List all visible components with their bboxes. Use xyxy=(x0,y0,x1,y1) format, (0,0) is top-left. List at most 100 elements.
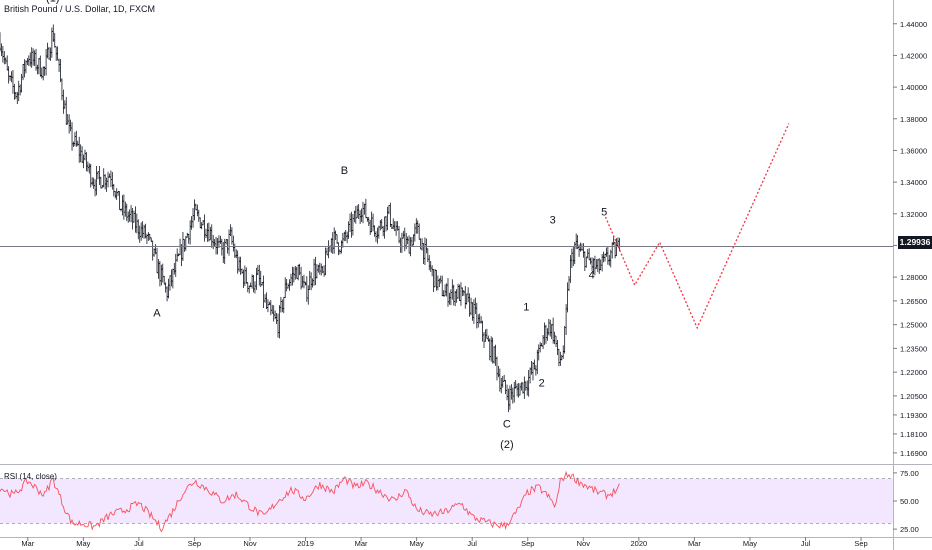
price-tick-label: 1.34000 xyxy=(900,178,927,187)
ohlc-bar xyxy=(269,300,273,316)
ohlc-bar xyxy=(167,278,170,299)
ohlc-bar xyxy=(281,299,284,313)
chart-title: British Pound / U.S. Dollar, 1D, FXCM xyxy=(4,4,156,14)
ohlc-bar xyxy=(27,55,31,66)
time-tick-label: May xyxy=(743,539,757,548)
ohlc-bar xyxy=(553,331,556,345)
ohlc-bar xyxy=(551,317,555,344)
time-tick-label: Jul xyxy=(134,539,144,548)
ohlc-bar xyxy=(393,221,396,232)
ohlc-bar xyxy=(413,223,417,242)
price-tick-label: 1.26500 xyxy=(900,297,927,306)
rsi-panel: 75.00 50.00 25.00 xyxy=(0,469,919,534)
ohlc-bar xyxy=(86,161,90,172)
price-tick-label: 1.16900 xyxy=(900,449,927,458)
ohlc-bar xyxy=(459,282,463,306)
ohlc-bar xyxy=(13,83,16,100)
ohlc-bar xyxy=(449,289,453,306)
time-tick-label: 2020 xyxy=(631,539,648,548)
ohlc-bar xyxy=(302,274,306,289)
ohlc-bar xyxy=(394,221,398,236)
ohlc-bar xyxy=(236,250,239,274)
ohlc-bar xyxy=(242,269,245,288)
time-axis[interactable]: Mar May Jul Sep Nov 2019 Mar May Jul Sep Nov 2020 Ma… xyxy=(21,537,868,548)
wave-label: (2) xyxy=(500,439,513,451)
price-tick-label: 1.28000 xyxy=(900,273,927,282)
ohlc-bar xyxy=(390,224,394,230)
ohlc-bar xyxy=(165,286,169,302)
ohlc-bar xyxy=(595,259,598,270)
ohlc-bar xyxy=(597,258,601,274)
ohlc-bar xyxy=(482,331,486,349)
rsi-band xyxy=(0,478,893,524)
ohlc-bar xyxy=(158,261,162,287)
ohlc-bar xyxy=(315,264,319,279)
ohlc-bar xyxy=(469,297,473,316)
ohlc-bar xyxy=(265,292,268,310)
ohlc-bar xyxy=(399,237,402,253)
ohlc-bar xyxy=(616,237,620,247)
ohlc-bar xyxy=(377,225,381,239)
ohlc-bar xyxy=(124,201,127,217)
ohlc-bar xyxy=(318,262,322,275)
ohlc-bar xyxy=(371,213,375,232)
last-price-badge: 1.29936 xyxy=(898,236,932,249)
ohlc-bar xyxy=(185,232,189,238)
ohlc-bars xyxy=(0,24,621,413)
ohlc-bar xyxy=(559,351,562,366)
time-tick-label: May xyxy=(410,539,424,548)
ohlc-bar xyxy=(66,114,70,125)
ohlc-bar xyxy=(67,114,71,134)
price-tick-label: 1.32000 xyxy=(900,210,927,219)
ohlc-bar xyxy=(206,223,209,242)
time-tick-label: Sep xyxy=(521,539,534,548)
ohlc-bar xyxy=(325,247,329,256)
ohlc-bar xyxy=(295,266,299,279)
ohlc-bar xyxy=(569,255,572,283)
ohlc-bar xyxy=(386,206,389,231)
ohlc-bar xyxy=(172,262,176,275)
ohlc-bar xyxy=(583,251,587,272)
price-tick-label: 1.22000 xyxy=(900,368,927,377)
ohlc-bar xyxy=(344,230,348,241)
ohlc-bar xyxy=(136,219,140,240)
ohlc-bar xyxy=(64,96,68,125)
rsi-tick-label: 50.00 xyxy=(900,497,919,506)
ohlc-bar xyxy=(331,232,335,254)
price-tick-label: 1.40000 xyxy=(900,83,927,92)
time-tick-label: Sep xyxy=(188,539,201,548)
ohlc-bar xyxy=(491,337,494,364)
ohlc-bar xyxy=(427,255,431,271)
ohlc-bar xyxy=(518,383,522,396)
ohlc-bar xyxy=(70,122,74,151)
ohlc-bar xyxy=(499,377,503,394)
time-tick-label: Mar xyxy=(21,539,34,548)
ohlc-bar xyxy=(103,174,107,190)
ohlc-bar xyxy=(481,320,484,342)
time-tick-label: Jul xyxy=(801,539,811,548)
ohlc-bar xyxy=(557,348,561,367)
ohlc-bar xyxy=(105,177,108,192)
ohlc-bar xyxy=(501,375,505,388)
ohlc-bar xyxy=(335,234,339,244)
ohlc-bar xyxy=(92,177,95,189)
ohlc-bar xyxy=(547,318,551,336)
ohlc-bar xyxy=(505,384,509,401)
ohlc-bar xyxy=(443,284,447,297)
ohlc-bar xyxy=(596,259,600,273)
projection-path xyxy=(604,123,790,330)
ohlc-bar xyxy=(279,296,283,313)
ohlc-bar xyxy=(579,242,582,252)
ohlc-bar xyxy=(98,165,101,185)
ohlc-bar xyxy=(535,349,539,375)
ohlc-bar xyxy=(543,322,546,345)
ohlc-bar xyxy=(337,242,340,256)
ohlc-bar xyxy=(618,237,621,252)
ohlc-bar xyxy=(451,279,454,300)
ohlc-bar xyxy=(227,229,231,256)
ohlc-bar xyxy=(111,172,114,190)
ohlc-bar xyxy=(541,334,545,350)
ohlc-bar xyxy=(489,336,493,362)
ohlc-bar xyxy=(41,66,45,81)
